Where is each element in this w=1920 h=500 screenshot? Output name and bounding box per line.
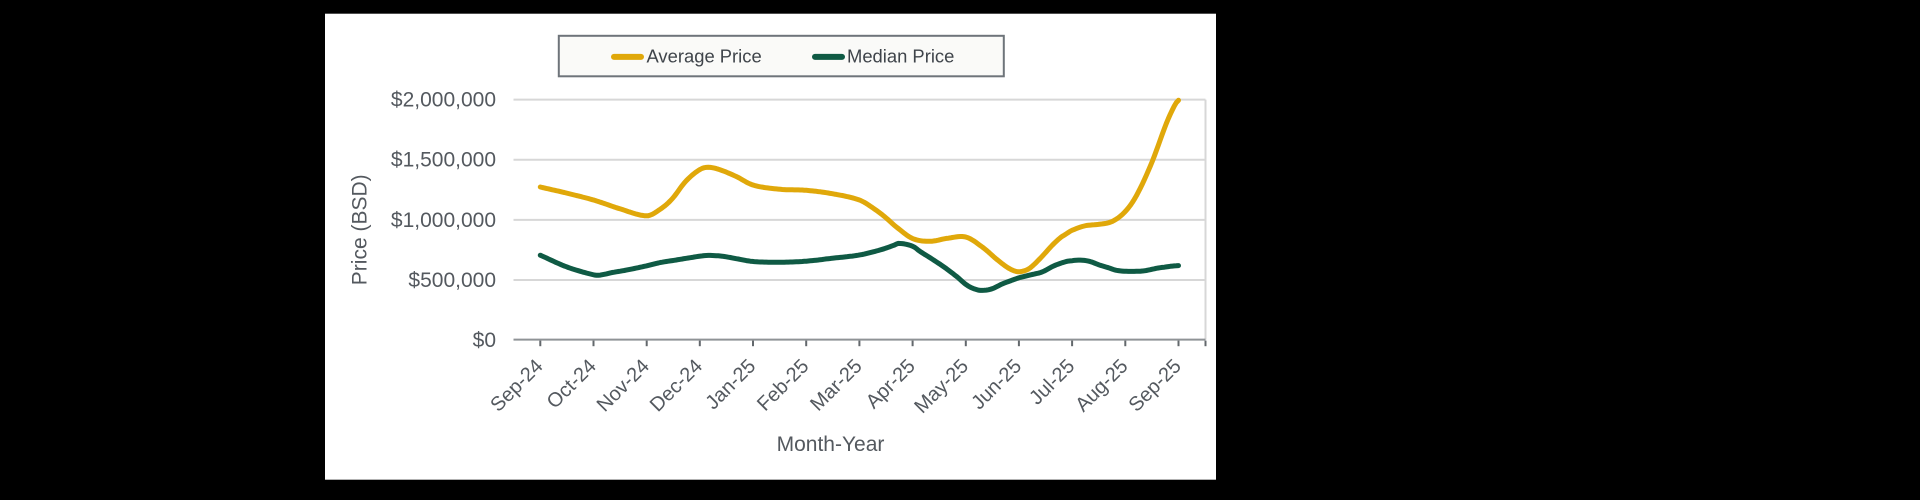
svg-text:Month-Year: Month-Year: [777, 433, 885, 456]
svg-text:$1,000,000: $1,000,000: [391, 209, 496, 232]
svg-text:Average Price: Average Price: [647, 46, 762, 67]
svg-text:$500,000: $500,000: [408, 269, 496, 292]
svg-text:$1,500,000: $1,500,000: [391, 149, 496, 172]
svg-text:Median Price: Median Price: [847, 46, 954, 67]
svg-text:$0: $0: [473, 329, 496, 352]
svg-text:$2,000,000: $2,000,000: [391, 89, 496, 112]
svg-text:Price (BSD): Price (BSD): [349, 174, 372, 285]
